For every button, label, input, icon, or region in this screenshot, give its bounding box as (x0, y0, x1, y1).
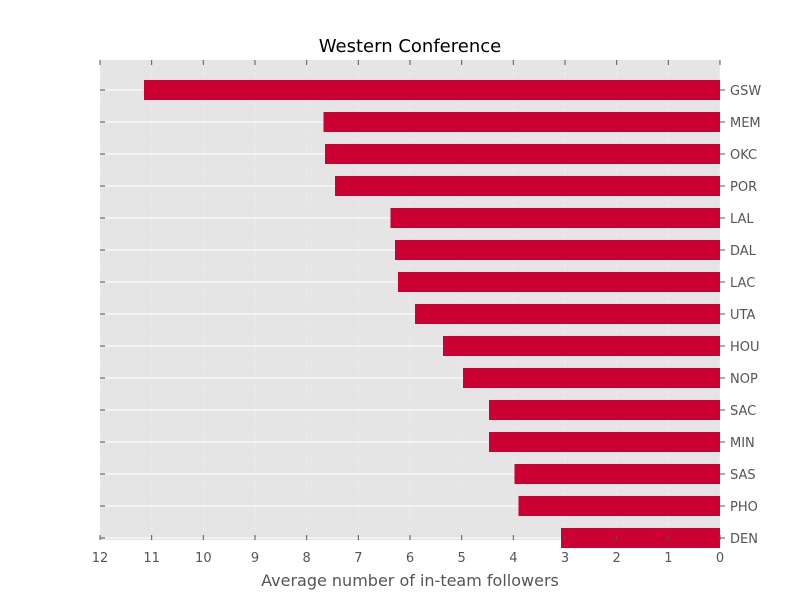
bar-sac (489, 400, 720, 420)
category-label-uta: UTA (730, 308, 755, 323)
bar-den (560, 528, 720, 548)
x-tick-label: 0 (716, 551, 724, 566)
x-tick-label: 8 (303, 551, 311, 566)
bar-hou (443, 336, 720, 356)
category-label-nop: NOP (730, 372, 758, 387)
category-label-den: DEN (730, 532, 758, 547)
x-tick-label: 7 (354, 551, 362, 566)
x-tick-label: 3 (561, 551, 569, 566)
category-label-okc: OKC (730, 148, 757, 163)
bar-sas (514, 464, 720, 484)
category-label-sac: SAC (730, 404, 756, 419)
category-label-hou: HOU (730, 340, 760, 355)
x-tick-label: 6 (406, 551, 414, 566)
bar-min (489, 432, 720, 452)
x-tick-label: 10 (195, 551, 212, 566)
bar-okc (324, 144, 720, 164)
category-label-min: MIN (730, 436, 755, 451)
category-label-gsw: GSW (730, 84, 761, 99)
x-tick-label: 11 (143, 551, 160, 566)
category-label-sas: SAS (730, 468, 756, 483)
x-tick-label: 12 (92, 551, 109, 566)
x-axis-label: Average number of in-team followers (261, 571, 559, 590)
category-label-por: POR (730, 180, 757, 195)
bar-lal (390, 208, 720, 228)
category-label-lac: LAC (730, 276, 755, 291)
category-label-mem: MEM (730, 116, 761, 131)
plot-area (100, 60, 720, 540)
bar-lac (398, 272, 720, 292)
category-label-lal: LAL (730, 212, 754, 227)
x-tick-label: 5 (458, 551, 466, 566)
bar-mem (323, 112, 720, 132)
chart-title: Western Conference (319, 36, 501, 57)
ticks-layer: 12 11 10 9 8 7 6 5 4 3 2 1 0GSWMEMOKCPORLALDALLACUTA… (92, 60, 761, 566)
x-tick-label: 2 (613, 551, 621, 566)
bar-uta (415, 304, 720, 324)
bar-dal (395, 240, 720, 260)
category-label-dal: DAL (730, 244, 757, 259)
bar-gsw (143, 80, 720, 100)
x-tick-label: 4 (509, 551, 517, 566)
bar-pho (518, 496, 720, 516)
bar-nop (463, 368, 720, 388)
category-label-pho: PHO (730, 500, 758, 515)
x-tick-label: 1 (664, 551, 672, 566)
bar-por (335, 176, 720, 196)
bars-layer (143, 80, 720, 548)
x-tick-label: 9 (251, 551, 259, 566)
